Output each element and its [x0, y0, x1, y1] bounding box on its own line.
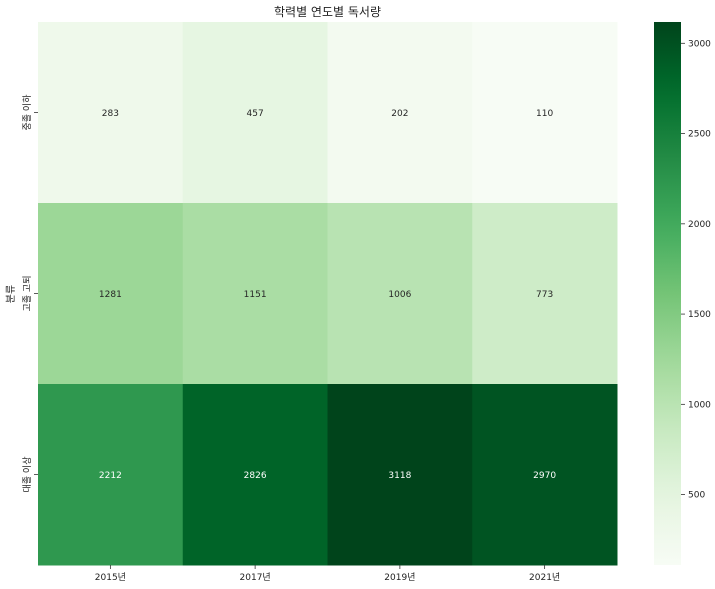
- heatmap-cell: [472, 384, 618, 566]
- heatmap-cell: [182, 203, 328, 385]
- x-axis-ticks: 2015년 2017년 2019년 2021년: [95, 565, 560, 583]
- cell-value-label: 457: [247, 109, 264, 119]
- heatmap-cell: [327, 203, 473, 385]
- colorbar-tick-label: 500: [688, 491, 705, 501]
- heatmap-cell: [38, 384, 184, 566]
- colorbar-tick-label: 3000: [688, 39, 711, 49]
- x-tick-label: 2021년: [529, 572, 560, 583]
- x-tick-label: 2019년: [384, 572, 415, 583]
- x-tick-label: 2017년: [240, 572, 271, 583]
- colorbar-tick-label: 1000: [688, 400, 711, 410]
- colorbar: [654, 22, 681, 565]
- y-axis-label: 분류: [5, 285, 17, 303]
- heatmap-cell: [182, 22, 328, 204]
- y-tick-label: 중졸 이하: [22, 94, 33, 131]
- cell-value-label: 2212: [99, 471, 122, 481]
- cell-value-label: 110: [536, 109, 553, 119]
- x-tick-label: 2015년: [95, 572, 126, 583]
- cell-value-label: 283: [102, 109, 119, 119]
- heatmap-cells: [38, 22, 618, 566]
- y-tick-label: 고졸 고퇴: [22, 276, 33, 312]
- heatmap-cell: [182, 384, 328, 566]
- cell-value-label: 1281: [99, 290, 122, 300]
- cell-value-label: 2970: [533, 471, 556, 481]
- cell-value-labels: 283 457 202 110 1281 1151 1006 773 2212 2826 3118 2…: [99, 109, 556, 481]
- cell-value-label: 1151: [244, 290, 267, 300]
- cell-value-label: 3118: [388, 471, 411, 481]
- heatmap-cell: [472, 203, 618, 385]
- heatmap-cell: [327, 22, 473, 204]
- heatmap-cell: [38, 22, 184, 204]
- cell-value-label: 202: [391, 109, 408, 119]
- heatmap-cell: [472, 22, 618, 204]
- colorbar-ticks: 500 1000 1500 2000 2500 3000: [681, 39, 711, 501]
- colorbar-tick-label: 2500: [688, 130, 711, 140]
- y-tick-label: 대졸 이상: [22, 457, 33, 493]
- colorbar-tick-label: 1500: [688, 310, 711, 320]
- heatmap-cell: [327, 384, 473, 566]
- cell-value-label: 2826: [244, 471, 267, 481]
- cell-value-label: 1006: [388, 290, 411, 300]
- chart-title: 학력별 연도별 독서량: [274, 5, 381, 19]
- colorbar-tick-label: 2000: [688, 220, 711, 230]
- heatmap-cell: [38, 203, 184, 385]
- cell-value-label: 773: [536, 290, 553, 300]
